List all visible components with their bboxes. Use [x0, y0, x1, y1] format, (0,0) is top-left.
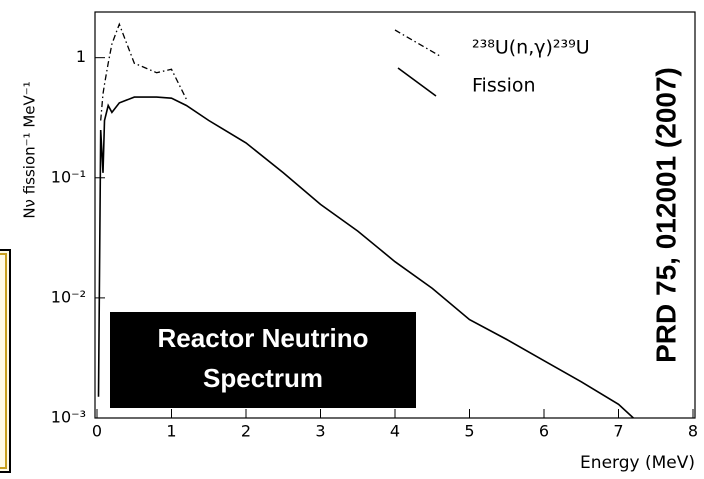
x-tick-label: 5: [464, 422, 474, 441]
y-axis-label: Nν fission⁻¹ MeV⁻¹: [21, 81, 39, 218]
y-tick-label: 10⁻¹: [51, 167, 86, 186]
x-tick-label: 4: [390, 422, 400, 441]
legend-label: Fission: [472, 75, 536, 97]
annotation-box: [110, 312, 416, 408]
series-line: [97, 96, 634, 419]
legend-sample: [397, 67, 437, 97]
y-tick-label: 10⁻³: [51, 408, 86, 427]
y-tick-label: 10⁻²: [51, 287, 86, 306]
legend-label: ²³⁸U(n,γ)²³⁹U: [472, 37, 590, 59]
x-axis-label: Energy (MeV): [580, 453, 695, 473]
annotation-text: Reactor Neutrino: [158, 323, 369, 353]
annotation-text: Spectrum: [203, 363, 323, 393]
legend-sample: [394, 29, 441, 57]
y-tick-label: 1: [76, 47, 86, 66]
series-line: [100, 22, 187, 121]
x-tick-label: 1: [166, 422, 176, 441]
x-tick-label: 0: [92, 422, 102, 441]
cropped-box-border: [0, 253, 7, 469]
x-tick-label: 8: [688, 422, 698, 441]
x-tick-label: 2: [241, 422, 251, 441]
plot-area: [97, 22, 634, 419]
citation: PRD 75, 012001 (2007): [650, 67, 681, 363]
x-tick-label: 7: [613, 422, 623, 441]
x-tick-label: 3: [315, 422, 325, 441]
x-tick-label: 6: [539, 422, 549, 441]
